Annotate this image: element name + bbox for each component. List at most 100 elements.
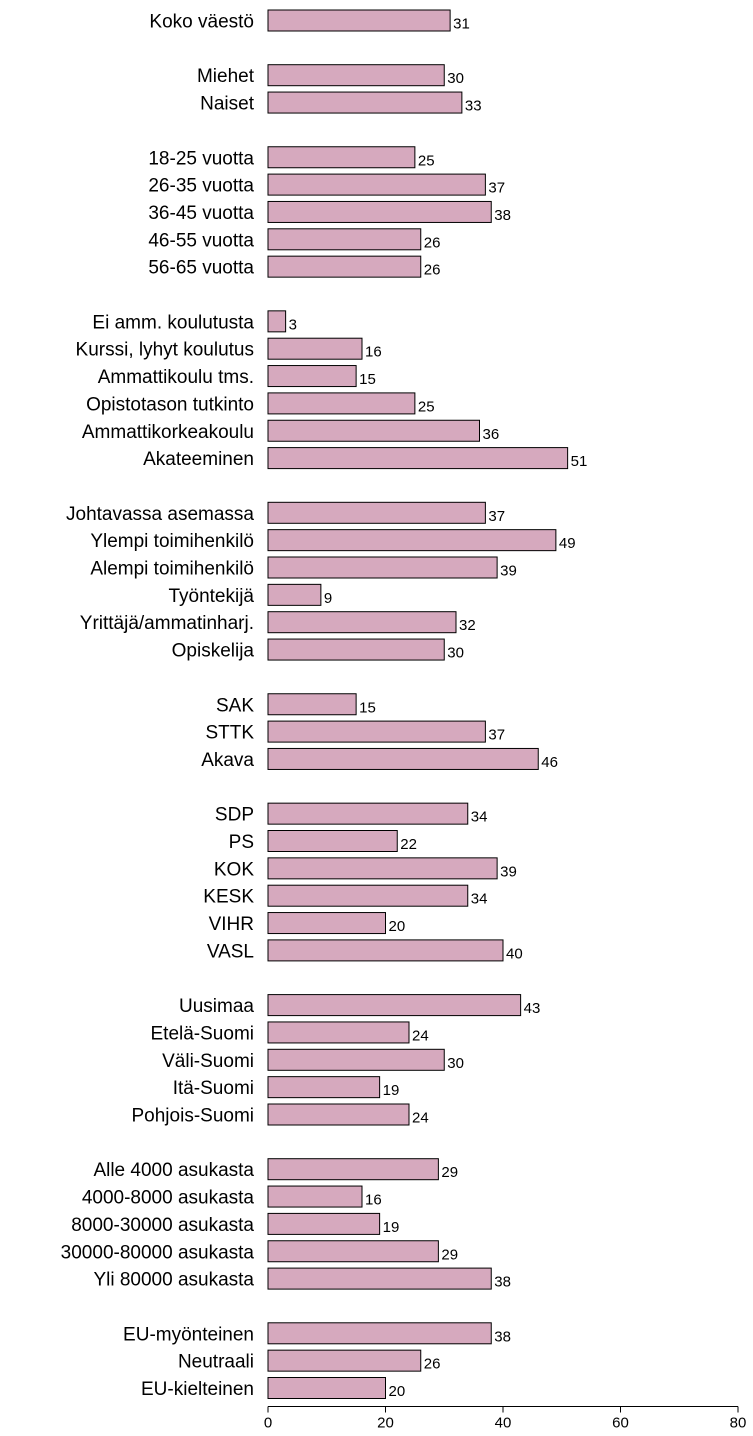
bar (267, 1076, 381, 1099)
data-label: 25 (418, 398, 435, 415)
category-label: Opistotason tutkinto (86, 394, 254, 415)
x-tick-label: 60 (612, 1415, 629, 1432)
bar (267, 1021, 410, 1044)
data-label: 16 (365, 344, 382, 361)
bar (267, 1322, 492, 1345)
bar (267, 583, 322, 606)
category-label: Ammattikorkeakoulu (82, 422, 254, 443)
bar (267, 9, 451, 32)
bar (267, 91, 463, 114)
data-label: 26 (424, 1356, 441, 1373)
data-label: 34 (471, 809, 488, 826)
data-label: 3 (289, 316, 297, 333)
bars-layer: Koko väestö 31 Miehet 30 Naiset 33 18-25 vuott… (61, 9, 588, 1400)
data-label: 30 (447, 645, 464, 662)
category-label: VIHR (209, 914, 254, 935)
bar (267, 747, 539, 770)
category-label: Johtavassa asemassa (66, 504, 254, 525)
data-label: 39 (500, 563, 517, 580)
category-label: KOK (214, 859, 254, 880)
bar (267, 1240, 439, 1263)
category-label: Yli 80000 asukasta (93, 1270, 254, 1291)
bar (267, 1158, 439, 1181)
bar (267, 1212, 381, 1235)
data-label: 29 (441, 1164, 458, 1181)
bar (267, 994, 522, 1017)
data-label: 37 (488, 508, 505, 525)
data-label: 36 (483, 426, 500, 443)
data-label: 46 (541, 754, 558, 771)
data-label: 49 (559, 535, 576, 552)
category-label: 46-55 vuotta (148, 230, 254, 251)
bar (267, 447, 569, 470)
category-label: 8000-30000 asukasta (71, 1215, 254, 1236)
data-label: 37 (488, 727, 505, 744)
category-label: Miehet (197, 66, 255, 87)
data-label: 30 (447, 70, 464, 87)
bar (267, 693, 357, 716)
bar (267, 884, 469, 907)
data-label: 9 (324, 590, 332, 607)
data-label: 16 (365, 1192, 382, 1209)
bar (267, 529, 557, 552)
category-label: Väli-Suomi (162, 1051, 254, 1072)
category-label: EU-myönteinen (123, 1324, 254, 1345)
category-label: Työntekijä (168, 586, 254, 607)
data-label: 19 (383, 1219, 400, 1236)
category-label: 26-35 vuotta (148, 176, 254, 197)
bar (267, 1048, 445, 1071)
category-label: PS (229, 832, 254, 853)
data-label: 29 (441, 1246, 458, 1263)
data-label: 38 (494, 207, 511, 224)
category-label: Naiset (200, 94, 255, 115)
bar (267, 611, 457, 634)
data-label: 24 (412, 1110, 429, 1127)
category-label: 36-45 vuotta (148, 203, 254, 224)
bar (267, 255, 422, 278)
bar (267, 912, 386, 935)
category-label: Neutraali (178, 1352, 254, 1373)
data-label: 15 (359, 371, 376, 388)
category-label: Akava (201, 750, 254, 771)
category-label: Ammattikoulu tms. (98, 367, 254, 388)
bar (267, 857, 498, 880)
bar (267, 365, 357, 388)
bar (267, 310, 287, 333)
data-label: 24 (412, 1027, 429, 1044)
data-label: 20 (389, 918, 406, 935)
category-label: 18-25 vuotta (148, 148, 254, 169)
category-label: SDP (215, 805, 254, 826)
data-label: 25 (418, 152, 435, 169)
data-label: 32 (459, 617, 476, 634)
category-label: Yrittäjä/ammatinharj. (80, 613, 254, 634)
bar (267, 501, 486, 524)
data-label: 37 (488, 180, 505, 197)
category-label: SAK (216, 695, 254, 716)
data-label: 38 (494, 1274, 511, 1291)
category-label: Akateeminen (143, 449, 254, 470)
data-label: 31 (453, 16, 470, 33)
bar (267, 337, 363, 360)
bar (267, 556, 498, 579)
bar (267, 228, 422, 251)
data-label: 26 (424, 234, 441, 251)
category-label: Ylempi toimihenkilö (90, 531, 254, 552)
category-label: Alempi toimihenkilö (90, 559, 254, 580)
bar (267, 419, 480, 442)
category-label: STTK (205, 723, 254, 744)
category-label: 4000-8000 asukasta (82, 1188, 255, 1209)
bar (267, 1267, 492, 1290)
bar (267, 830, 398, 852)
data-label: 43 (524, 1000, 541, 1017)
bar (267, 200, 492, 223)
data-label: 22 (400, 836, 417, 853)
x-axis: 0 20 40 60 80 (264, 1406, 746, 1432)
category-label: Kurssi, lyhyt koulutus (76, 340, 254, 361)
data-label: 51 (571, 453, 588, 470)
category-label: Pohjois-Suomi (132, 1106, 255, 1127)
category-label: Koko väestö (149, 12, 254, 33)
category-label: 56-65 vuotta (148, 258, 254, 279)
x-tick-label: 40 (495, 1415, 512, 1432)
bar (267, 173, 486, 196)
data-label: 39 (500, 863, 517, 880)
